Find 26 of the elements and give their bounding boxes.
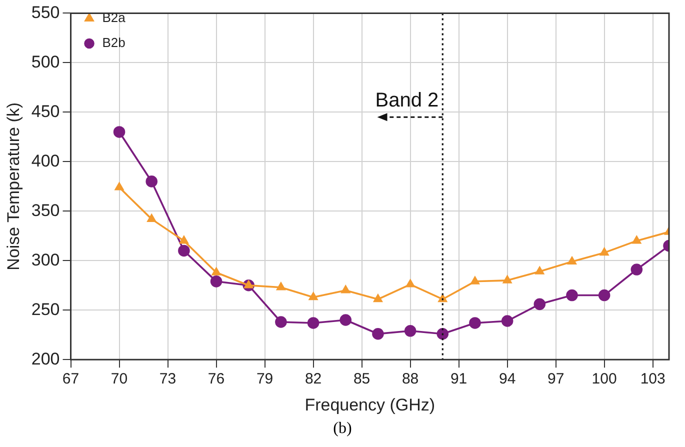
text: (b)	[332, 420, 353, 438]
annotation: Band 2	[375, 90, 439, 112]
y-tick-label: 300	[31, 250, 60, 270]
x-tick-label: 76	[208, 370, 225, 388]
x-tick-label: 97	[547, 370, 564, 388]
x-tick-label: 67	[62, 370, 80, 388]
y-tick-label: 250	[31, 300, 60, 319]
x-tick-label: 100	[592, 370, 617, 388]
x-tick-label: 85	[353, 370, 370, 388]
y-tick-label: 450	[31, 102, 60, 121]
x-axis-title: Frequency (GHz)	[304, 395, 436, 414]
x-tick-label: 70	[110, 370, 128, 388]
y-tick-label: 500	[31, 52, 60, 72]
y-axis-title: Noise Temperature (k)	[4, 102, 23, 270]
x-tick-label: 88	[402, 370, 419, 388]
y-tick-label: 400	[31, 151, 60, 170]
legend-label: B2b	[102, 35, 126, 50]
y-tick-label: 550	[31, 2, 60, 22]
y-tick-label: 200	[31, 349, 60, 368]
x-tick-label: 82	[304, 370, 322, 388]
x-tick-label: 73	[159, 370, 176, 388]
y-tick-label: 350	[31, 200, 60, 220]
x-tick-label: 94	[498, 370, 516, 388]
x-tick-label: 103	[640, 370, 666, 388]
x-tick-label: 79	[256, 370, 274, 388]
x-tick-label: 91	[450, 370, 468, 388]
